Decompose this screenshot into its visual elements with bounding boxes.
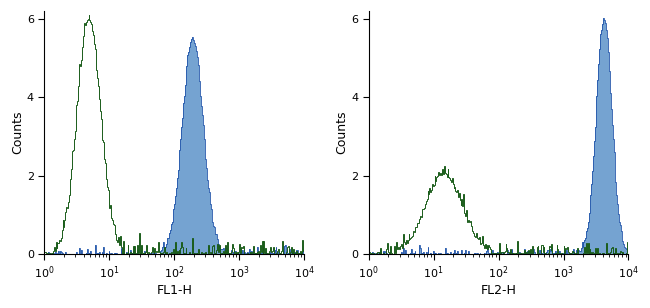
- X-axis label: FL2-H: FL2-H: [480, 284, 517, 297]
- X-axis label: FL1-H: FL1-H: [157, 284, 192, 297]
- Y-axis label: Counts: Counts: [11, 111, 24, 154]
- Y-axis label: Counts: Counts: [335, 111, 348, 154]
